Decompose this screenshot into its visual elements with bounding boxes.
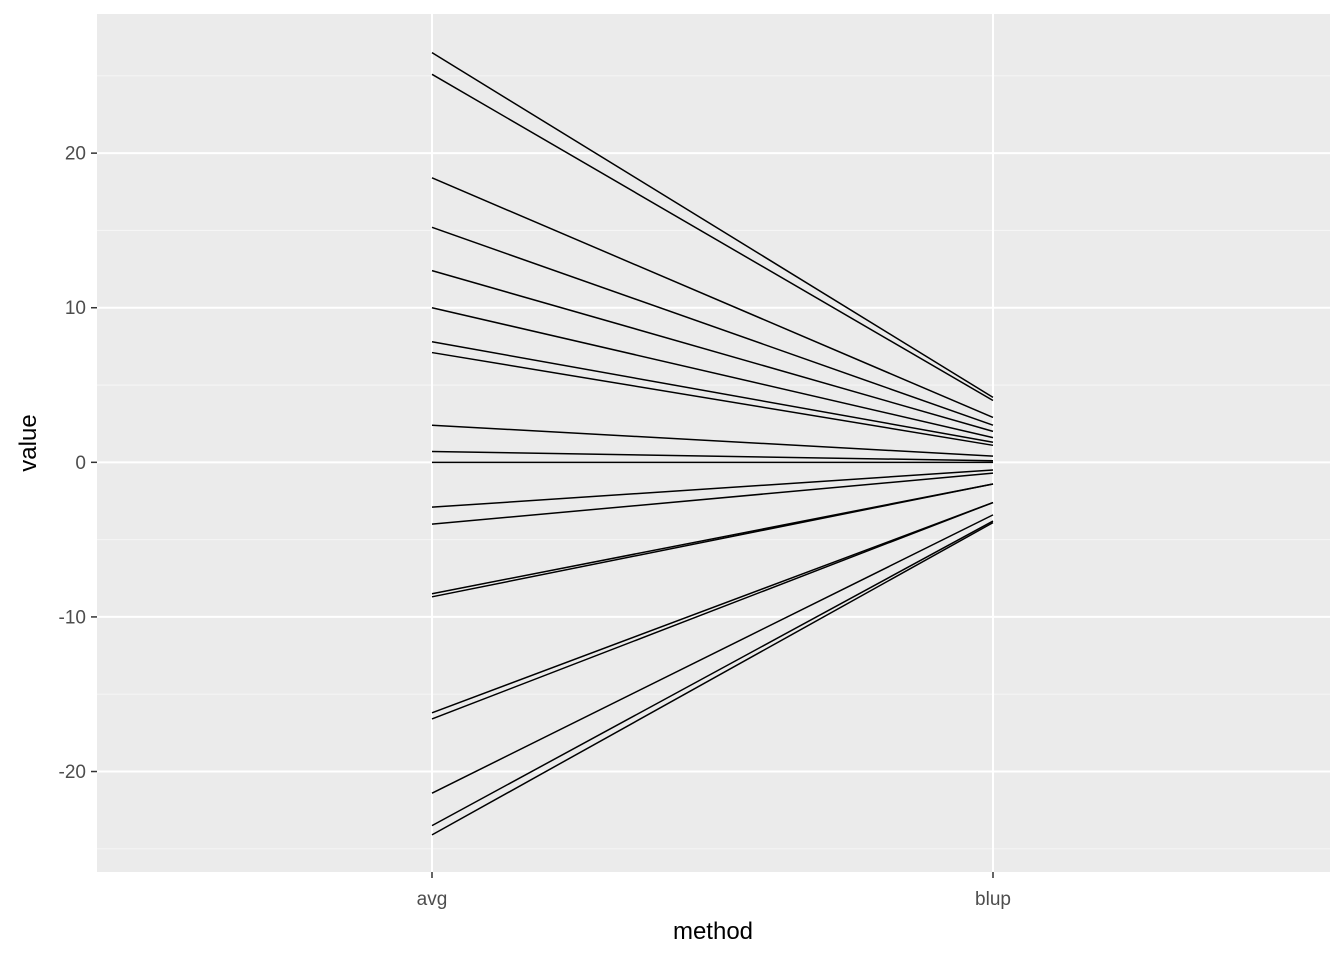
series-line — [431, 472, 994, 525]
x-tick-label: avg — [417, 889, 448, 910]
y-axis: -20 -10 0 10 20 — [59, 144, 97, 783]
series-line — [431, 501, 994, 714]
series-line — [431, 424, 994, 457]
series-line — [431, 521, 994, 836]
series-line — [431, 341, 994, 443]
series-line — [431, 269, 994, 433]
x-tick-label: blup — [975, 889, 1011, 910]
series-line — [431, 177, 994, 419]
series-line — [431, 469, 994, 508]
series-line — [431, 73, 994, 402]
series-line — [431, 52, 994, 399]
x-axis-title: method — [673, 918, 753, 945]
y-tick-label: 10 — [65, 298, 86, 319]
series-line — [431, 351, 994, 447]
y-tick-label: -20 — [59, 762, 86, 783]
series-line — [431, 520, 994, 827]
series-lines — [431, 52, 994, 836]
y-tick-label: -10 — [59, 607, 86, 628]
y-tick-label: 20 — [65, 144, 86, 165]
series-line — [431, 450, 994, 462]
x-axis: avg blup — [417, 872, 1011, 910]
series-line — [431, 226, 994, 426]
series-line — [431, 483, 994, 598]
series-line — [431, 306, 994, 439]
series-line — [431, 514, 994, 794]
y-tick-label: 0 — [75, 453, 86, 474]
series-line — [431, 501, 994, 720]
plot-panel — [97, 14, 1330, 872]
y-axis-title: value — [15, 414, 42, 471]
